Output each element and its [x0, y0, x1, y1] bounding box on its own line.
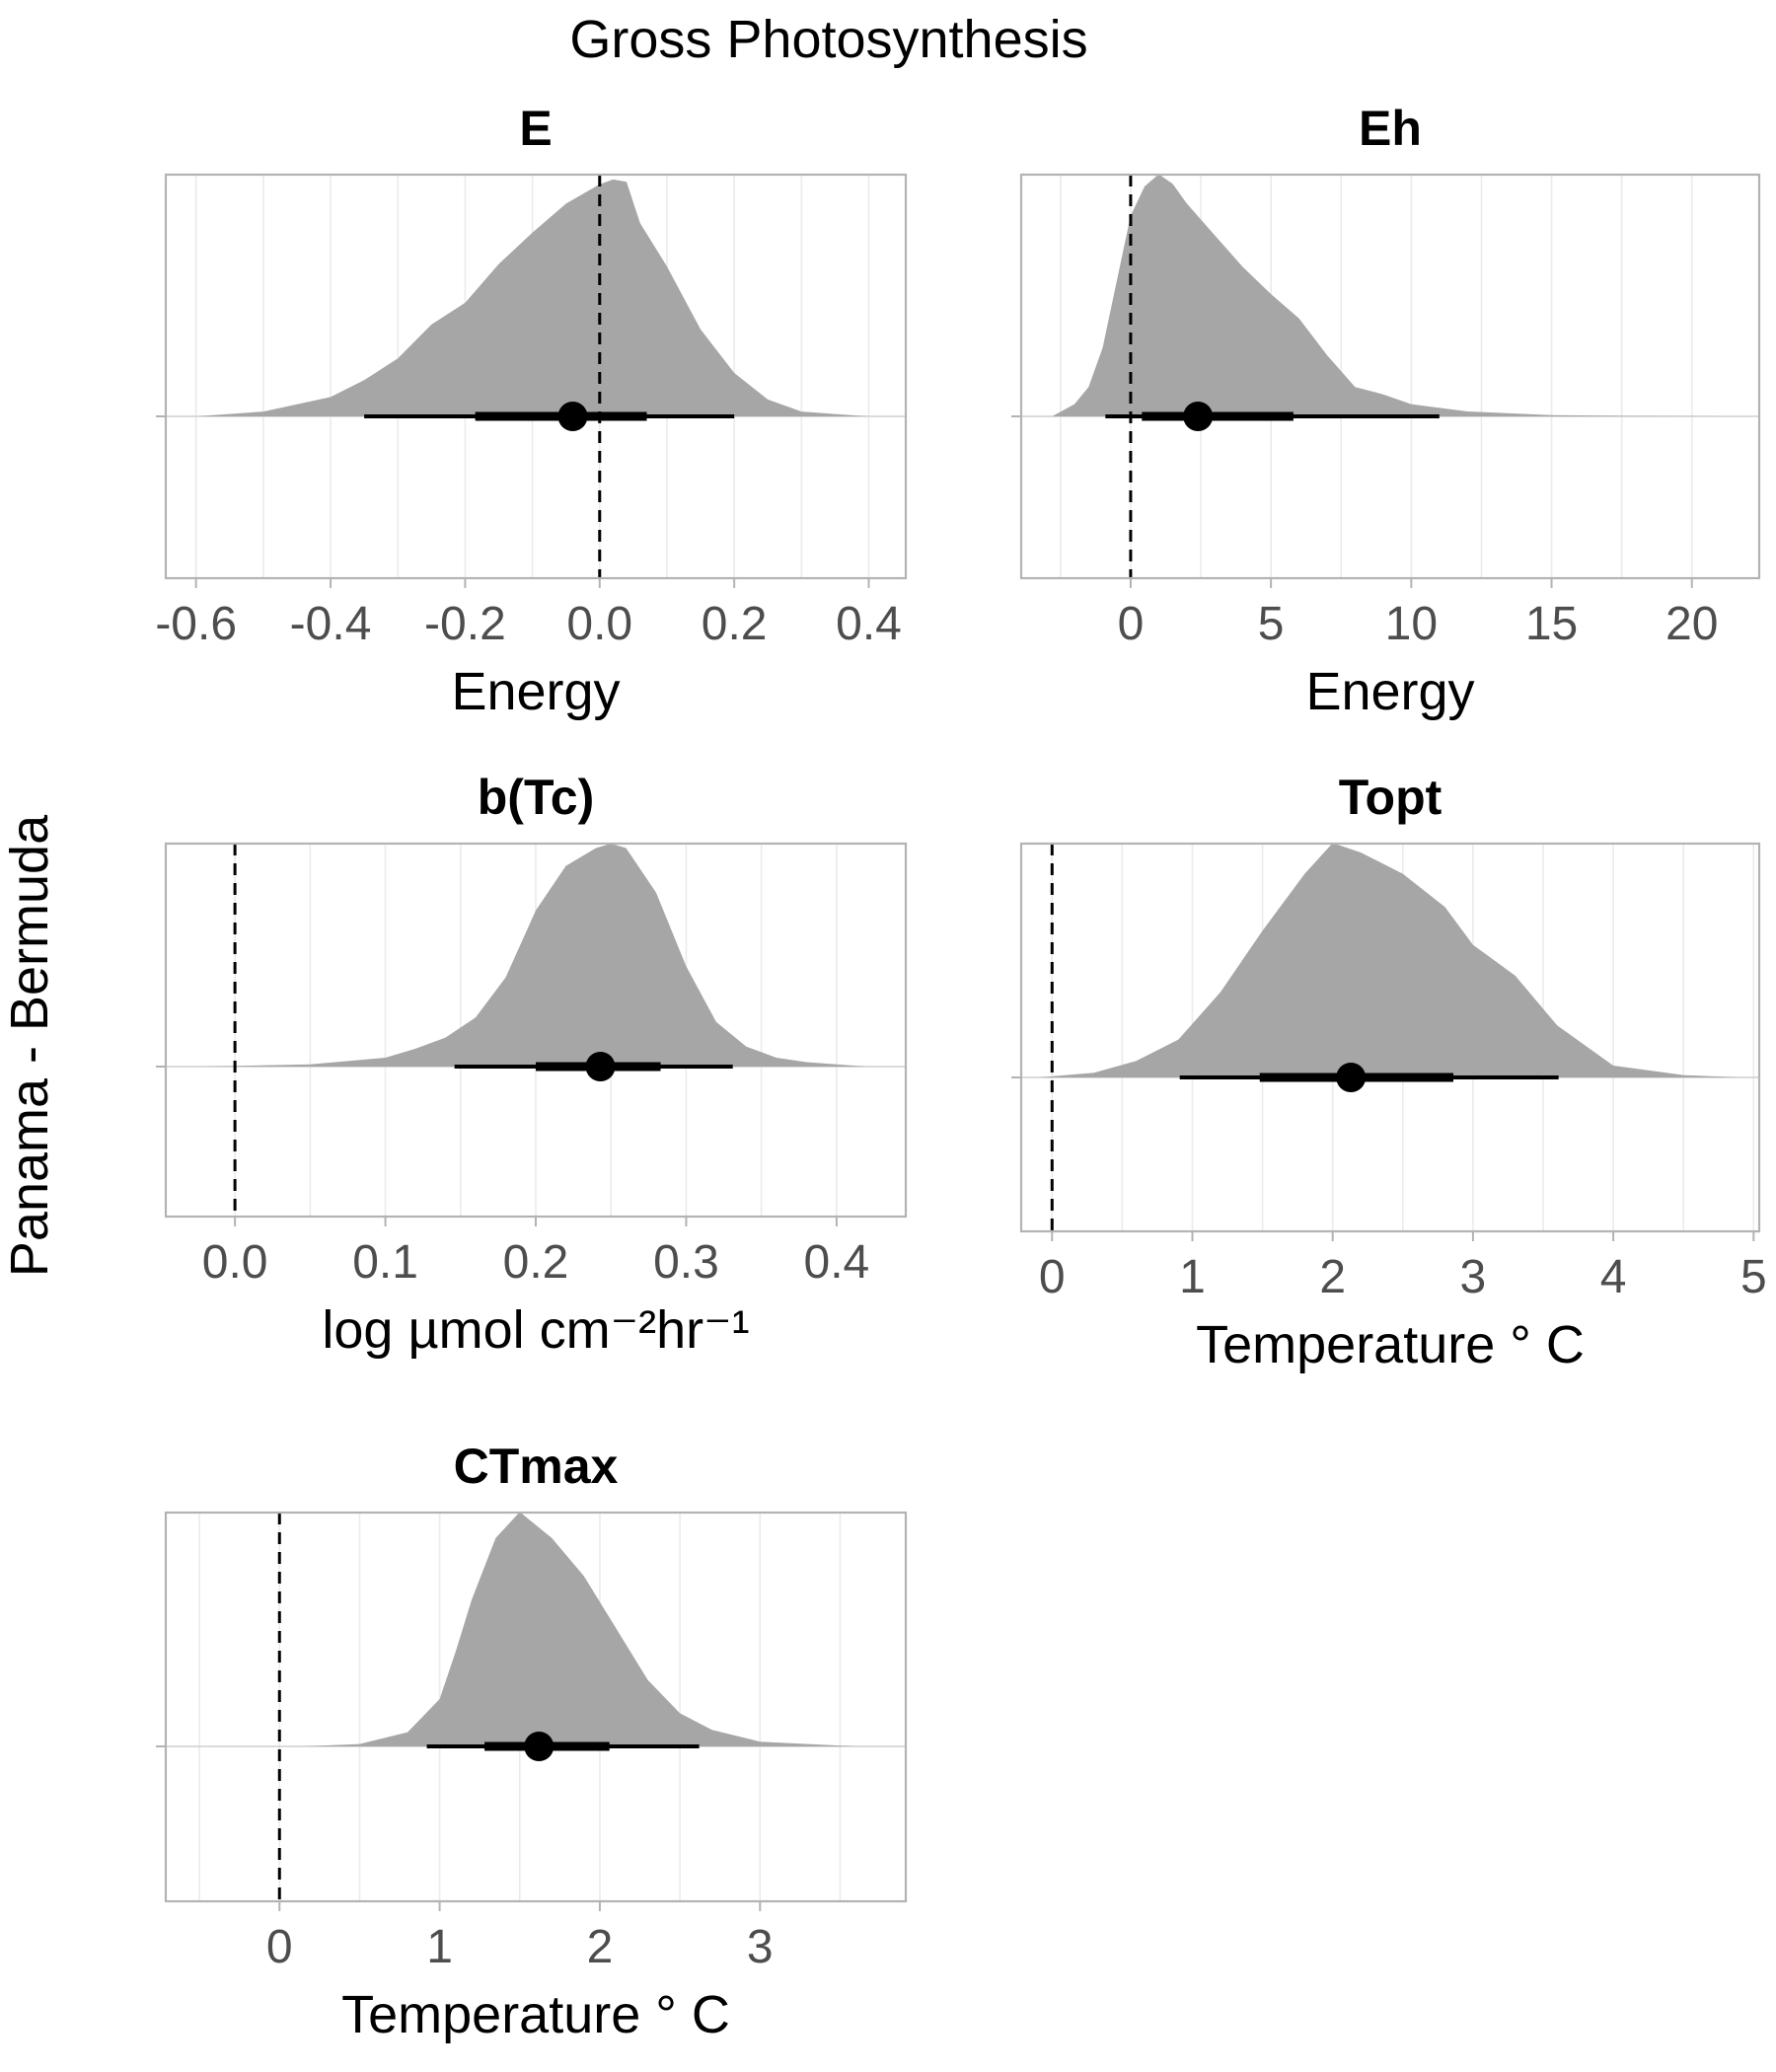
x-tick-label: 5 [1258, 598, 1285, 650]
x-axis-label: Temperature ° C [341, 1985, 730, 2044]
density-area [1038, 843, 1740, 1077]
x-tick-label: 0.4 [836, 598, 902, 650]
x-tick-label: 0.2 [503, 1236, 569, 1289]
x-tick-label: 0.1 [352, 1236, 418, 1289]
density-area [195, 179, 869, 416]
panel-0: -0.6 -0.4 -0.2 0.0 0.2 0.4 E Energy [155, 101, 908, 721]
density-area [1052, 174, 1721, 416]
point-estimate [1336, 1063, 1367, 1092]
x-tick-label: 3 [1460, 1251, 1487, 1303]
x-tick-label: 2 [587, 1921, 614, 1973]
x-axis-label: Energy [1305, 662, 1474, 721]
x-tick-label: -0.2 [424, 598, 506, 650]
x-tick-label: 0.0 [202, 1236, 268, 1289]
x-tick-label: 0 [1039, 1251, 1066, 1303]
density-area [204, 844, 867, 1067]
density-area [303, 1512, 856, 1746]
point-estimate [557, 402, 588, 431]
x-axis-label: log µmol cm⁻²hr⁻¹ [322, 1300, 749, 1360]
x-tick-label: 0.3 [653, 1236, 719, 1289]
point-estimate [1183, 402, 1214, 431]
x-tick-label: 2 [1319, 1251, 1346, 1303]
x-tick-label: 1 [1179, 1251, 1206, 1303]
panel-4: 0 1 2 3 CTmax Temperature ° C [156, 1439, 908, 2044]
panel-frame [1019, 842, 1761, 1233]
point-estimate [585, 1052, 616, 1081]
panel-title: CTmax [454, 1439, 619, 1494]
x-tick-label: 0 [1118, 598, 1145, 650]
panel-title: Eh [1359, 101, 1422, 156]
x-tick-label: 0 [266, 1921, 293, 1973]
x-tick-label: 3 [747, 1921, 774, 1973]
panel-2: 0.0 0.1 0.2 0.3 0.4 b(Tc) log µmol cm⁻²hr⁻¹ [156, 770, 908, 1360]
x-tick-label: 4 [1600, 1251, 1627, 1303]
panel-frame [1019, 173, 1761, 580]
x-axis-label: Energy [451, 662, 620, 721]
x-tick-label: 10 [1385, 598, 1438, 650]
x-tick-label: 0.4 [804, 1236, 870, 1289]
x-tick-label: 5 [1740, 1251, 1767, 1303]
x-tick-label: 20 [1665, 598, 1718, 650]
x-tick-label: -0.6 [155, 598, 237, 650]
point-estimate [524, 1732, 555, 1761]
x-tick-label: -0.4 [290, 598, 372, 650]
panel-3: 0 1 2 3 4 5 Topt Temperature ° C [1011, 770, 1767, 1374]
x-tick-label: 15 [1525, 598, 1578, 650]
x-tick-label: 1 [426, 1921, 453, 1973]
x-tick-label: 0.0 [566, 598, 632, 650]
figure-title: Gross Photosynthesis [569, 10, 1087, 69]
panel-frame [164, 173, 908, 580]
x-axis-label: Temperature ° C [1196, 1315, 1585, 1374]
y-axis-label: Panama - Bermuda [0, 814, 59, 1277]
panel-title: Topt [1339, 770, 1443, 825]
panel-title: E [519, 101, 552, 156]
panel-title: b(Tc) [478, 770, 594, 825]
x-tick-label: 0.2 [702, 598, 768, 650]
panel-1: 0 5 10 15 20 Eh Energy [1011, 101, 1761, 721]
panel-frame [164, 1511, 908, 1903]
